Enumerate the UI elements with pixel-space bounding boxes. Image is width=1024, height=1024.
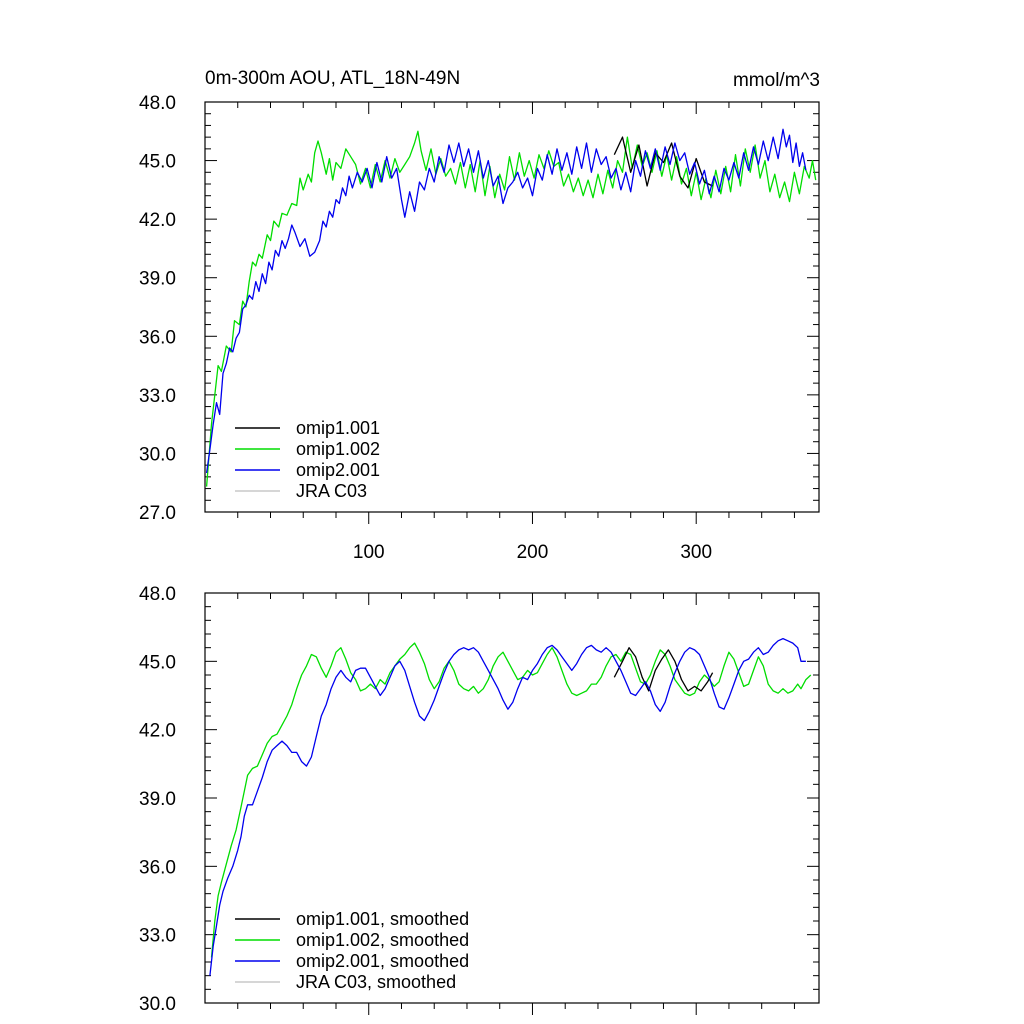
top-ytick-label: 27.0: [139, 503, 176, 524]
top-ytick-label: 36.0: [139, 327, 176, 348]
top-legend-label: omip2.001: [296, 460, 380, 480]
top-ytick-label: 48.0: [139, 93, 176, 114]
top-ytick-label: 30.0: [139, 444, 176, 465]
top-ytick-label: 39.0: [139, 269, 176, 290]
top-ytick-label: 45.0: [139, 152, 176, 173]
bottom-ytick-label: 48.0: [139, 584, 176, 605]
top-xtick-label: 300: [680, 542, 712, 563]
top-xtick-label: 100: [353, 542, 385, 563]
top-ytick-label: 42.0: [139, 210, 176, 231]
top-plot-frame: [204, 101, 820, 513]
bottom-ytick-label: 36.0: [139, 857, 176, 878]
bottom-legend-label: omip1.001, smoothed: [296, 909, 469, 929]
top-panel-title: 0m-300m AOU, ATL_18N-49N: [205, 68, 460, 89]
bottom-panel: 48.0 45.0 42.0 39.0 36.0 33.0 30.0 omip1.001, …: [139, 584, 820, 1015]
bottom-legend-label: JRA C03, smoothed: [296, 972, 456, 992]
bottom-plot-frame: [204, 592, 820, 1004]
bottom-ytick-label: 39.0: [139, 789, 176, 810]
top-series-omip1-001: [613, 136, 713, 189]
bottom-series-omip2-001-smoothed: [209, 637, 806, 976]
top-legend-label: JRA C03: [296, 481, 367, 501]
bottom-ytick-label: 42.0: [139, 721, 176, 742]
bottom-legend-label: omip1.002, smoothed: [296, 930, 469, 950]
bottom-ytick-label: 45.0: [139, 652, 176, 673]
top-legend-label: omip1.002: [296, 439, 380, 459]
top-legend-label: omip1.001: [296, 418, 380, 438]
bottom-ytick-label: 33.0: [139, 926, 176, 947]
top-series-omip2-001: [205, 128, 807, 474]
top-xtick-label: 200: [517, 542, 549, 563]
top-panel: 0m-300m AOU, ATL_18N-49N mmol/m^3 48.0 45…: [139, 68, 820, 563]
bottom-ytick-label: 30.0: [139, 994, 176, 1015]
bottom-series-omip1-001-smoothed: [613, 647, 714, 692]
top-panel-units: mmol/m^3: [733, 70, 820, 91]
top-ytick-label: 33.0: [139, 386, 176, 407]
bottom-legend-label: omip2.001, smoothed: [296, 951, 469, 971]
